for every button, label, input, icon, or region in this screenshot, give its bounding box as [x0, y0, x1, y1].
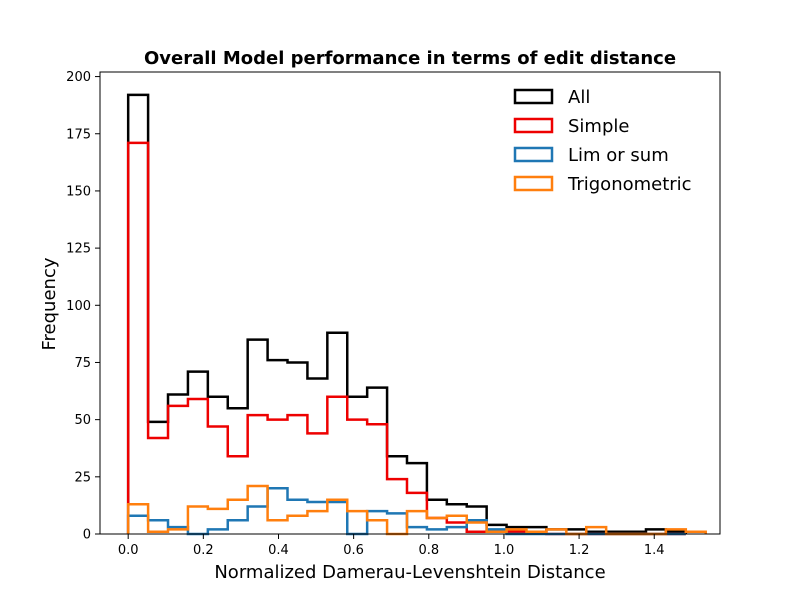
series-simple-step [126, 141, 686, 536]
legend-swatch [513, 117, 554, 134]
x-tick-label: 0.6 [343, 543, 364, 558]
y-tick-label: 100 [66, 299, 91, 314]
y-tick-label: 150 [66, 184, 91, 199]
y-tick-label: 25 [74, 470, 91, 485]
x-tick-label: 1.0 [494, 543, 515, 558]
y-tick-label: 0 [83, 528, 91, 543]
y-tick-label: 125 [66, 242, 91, 257]
legend-swatch [513, 146, 554, 163]
y-tick-label: 175 [66, 127, 91, 142]
y-tick-label: 200 [66, 70, 91, 85]
y-tick-label: 50 [74, 413, 91, 428]
x-axis-ticks: 0.0 0.2 0.4 0.6 0.8 1.0 1.2 1.4 [118, 534, 665, 558]
x-tick-label: 1.4 [644, 543, 665, 558]
y-axis-ticks: 0 25 50 75 100 125 150 175 200 [66, 70, 100, 543]
x-tick-label: 0.8 [418, 543, 439, 558]
x-tick-label: 0.0 [118, 543, 139, 558]
legend-label: All [568, 87, 590, 108]
chart-title: Overall Model performance in terms of ed… [144, 48, 676, 69]
legend-swatch [513, 88, 554, 105]
y-axis-label: Frequency [39, 257, 60, 350]
x-tick-label: 0.2 [193, 543, 214, 558]
legend-label: Lim or sum [568, 145, 669, 166]
plot-frame [99, 71, 721, 535]
legend-swatch [513, 175, 554, 192]
x-tick-label: 1.2 [569, 543, 590, 558]
y-tick-label: 75 [74, 356, 91, 371]
series-trigonometric-step [126, 484, 707, 536]
legend-label: Trigonometric [567, 174, 692, 195]
legend-label: Simple [568, 116, 629, 137]
x-axis-label: Normalized Damerau-Levenshtein Distance [214, 562, 605, 583]
x-tick-label: 0.4 [268, 543, 289, 558]
legend: All Simple Lim or sum Trigonometric [513, 87, 692, 195]
